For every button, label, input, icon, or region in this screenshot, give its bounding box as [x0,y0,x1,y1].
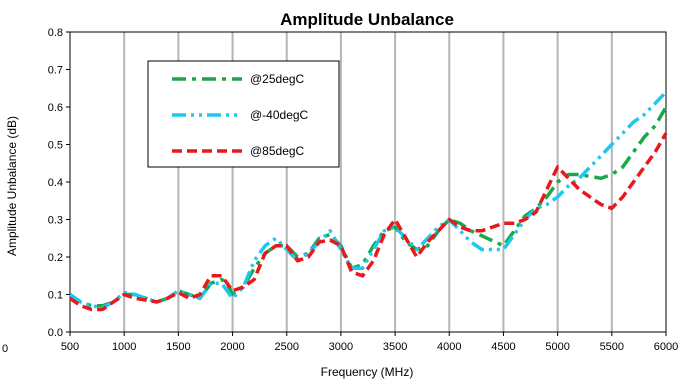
x-tick-label: 500 [61,341,79,353]
x-axis-label: Frequency (MHz) [321,365,414,379]
x-tick-label: 4500 [491,341,515,353]
x-tick-label: 3500 [383,341,407,353]
legend-label: @85degC [250,144,305,158]
chart-title: Amplitude Unbalance [280,10,454,29]
y-tick-label: 0.6 [48,102,63,114]
x-tick-label: 2000 [220,341,244,353]
y-tick-label: 0.5 [48,140,63,152]
x-tick-label: 3000 [329,341,353,353]
y-tick-label: 0.4 [48,177,63,189]
series-layer [69,90,668,312]
x-tick-label: 1000 [112,341,136,353]
y-axis-label: Amplitude Unbalance (dB) [5,116,19,256]
y-tick-label: 0.1 [48,290,63,302]
legend: @25degC @-40degC @85degC [147,60,340,168]
x-tick-label: 2500 [274,341,298,353]
legend-label: @25degC [250,72,305,86]
x-tick-label: 5000 [545,341,569,353]
x-tick-label: 5500 [600,341,624,353]
y-tick-label: 0.7 [48,65,63,77]
x-tick-label: 4000 [437,341,461,353]
legend-label: @-40degC [250,108,309,122]
x-tick-label: 1500 [166,341,190,353]
y-tick-label: 0.8 [48,27,63,39]
y-tick-label: 0.2 [48,252,63,264]
x-tick-label: 6000 [654,341,678,353]
series-line--85degc [69,132,668,312]
y-tick-label: 0.3 [48,215,63,227]
y-tick-label: 0.0 [48,327,63,339]
stray-label: 0 [2,343,8,355]
x-axis: 500 1000 1500 2000 2500 3000 3500 4000 4500 5000 5… [61,332,678,353]
y-axis: 0.0 0.1 0.2 0.3 0.4 0.5 0.6 0.7 0.8 [48,27,70,339]
